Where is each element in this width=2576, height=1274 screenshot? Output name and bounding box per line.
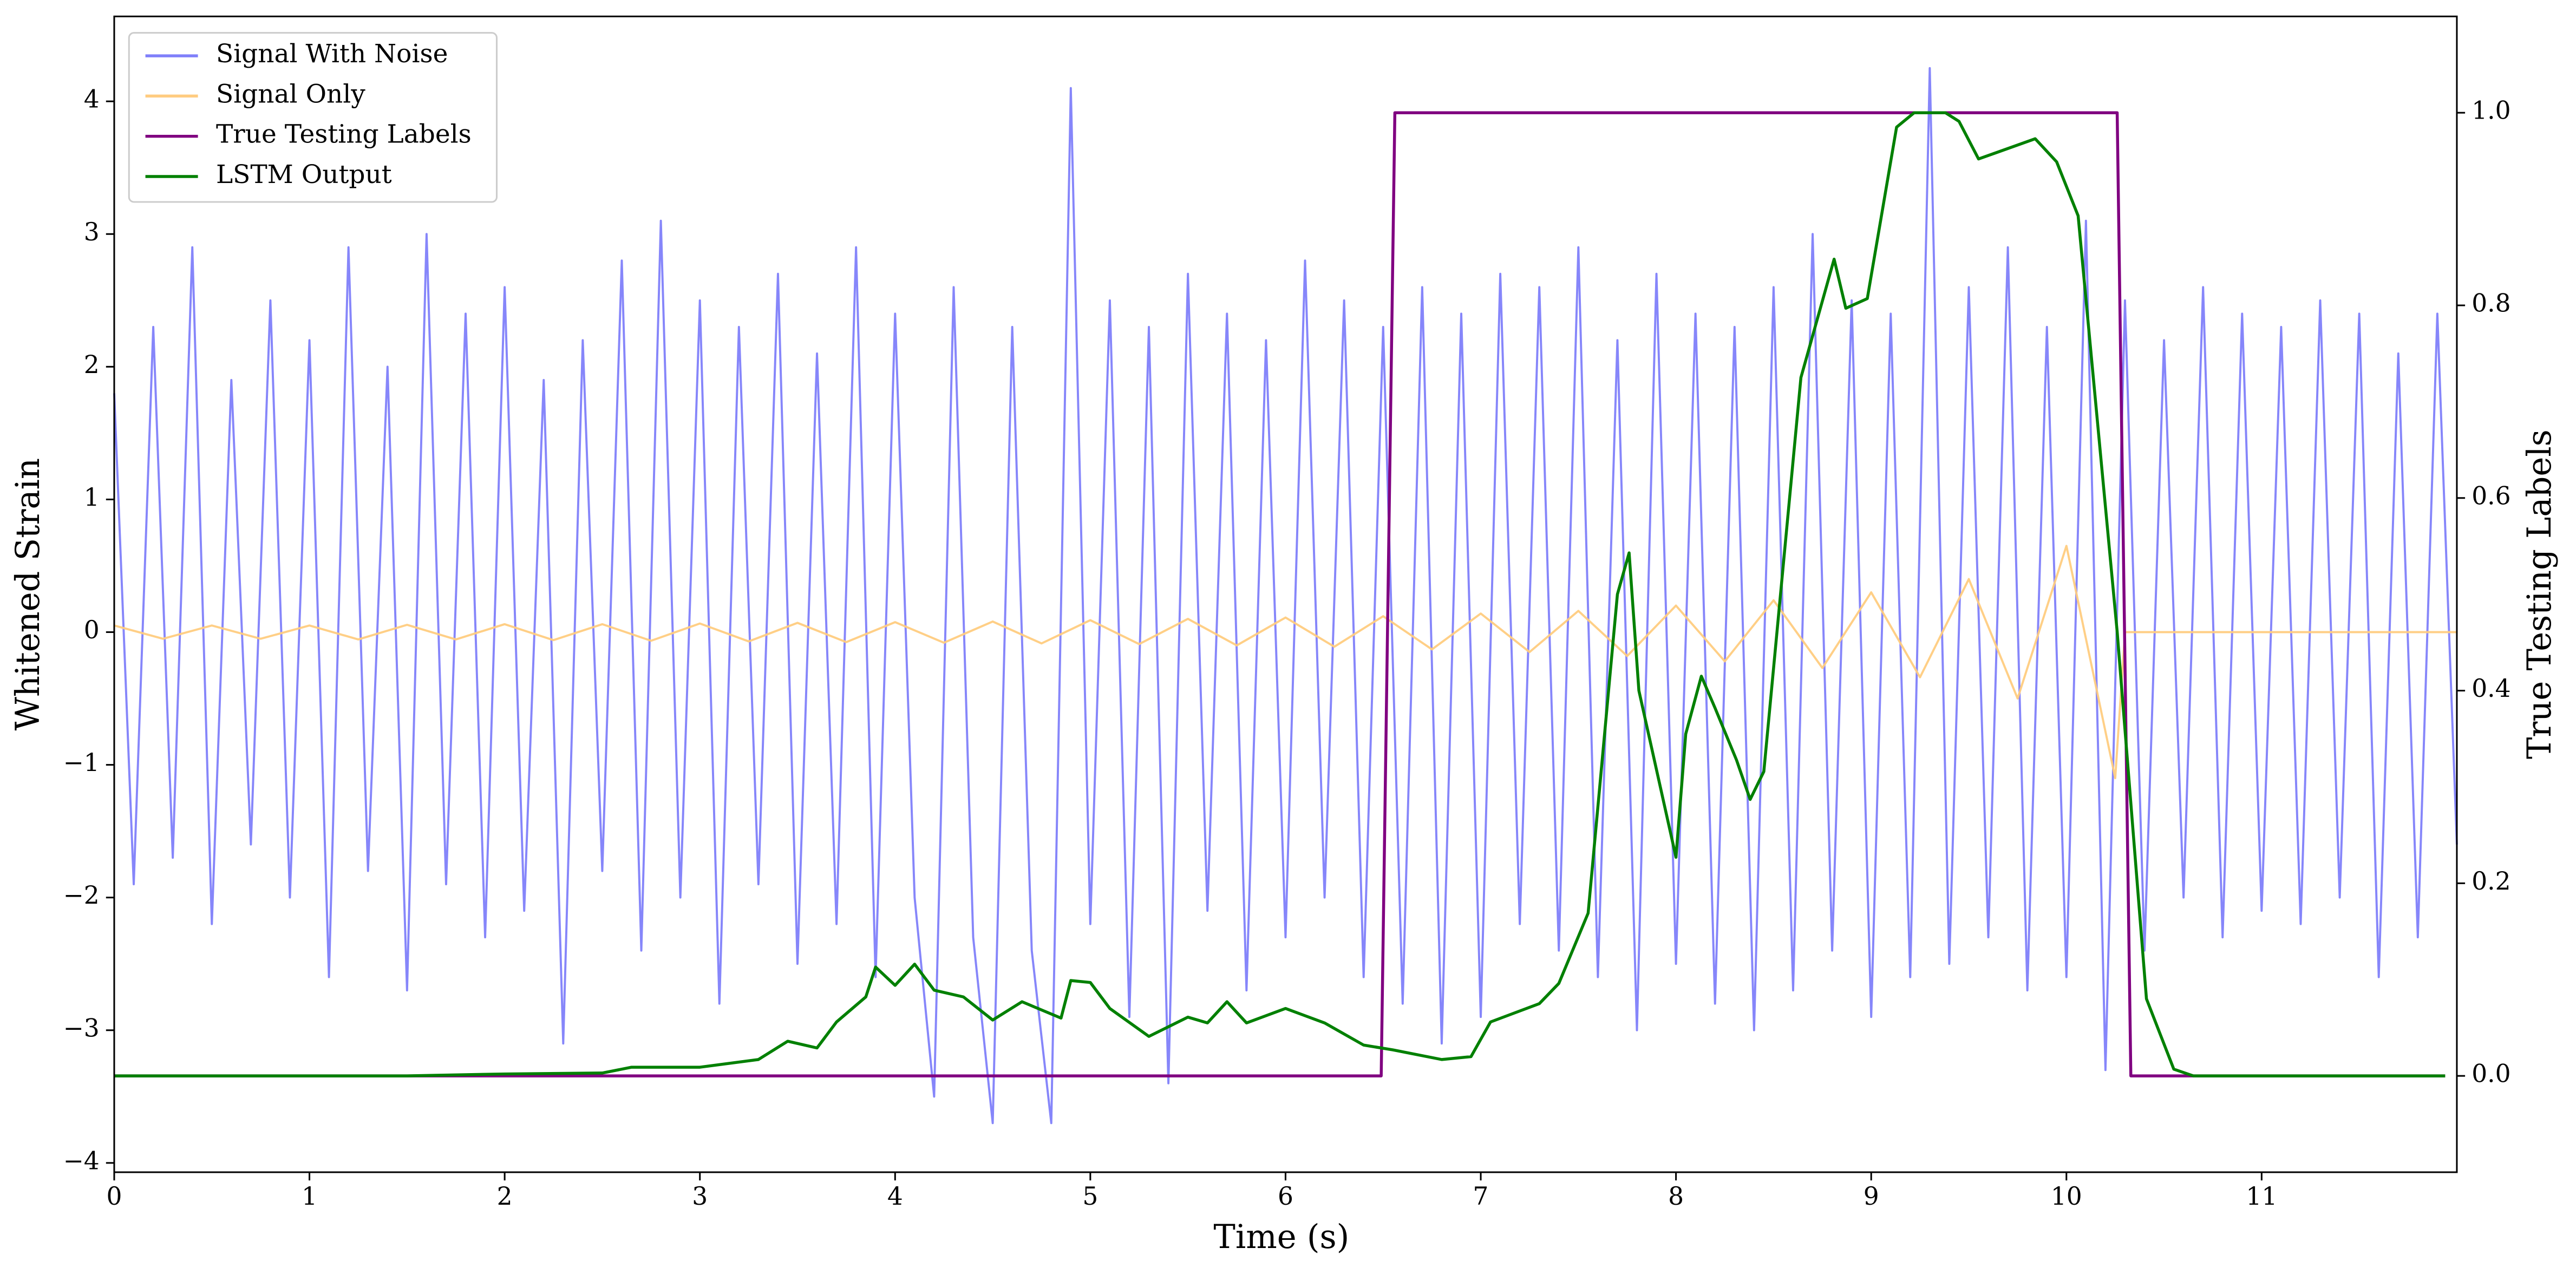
x-tick-label: 8	[1668, 1182, 1684, 1211]
y2-tick-label: 0.8	[2472, 289, 2510, 317]
y2-tick-label: 1.0	[2472, 96, 2510, 125]
y-tick-label: 1	[84, 483, 100, 512]
x-tick-label: 2	[497, 1182, 513, 1211]
x-tick-label: 5	[1082, 1182, 1098, 1211]
series-line	[114, 545, 2457, 780]
x-axis-label: Time (s)	[1213, 1218, 1349, 1256]
x-tick-label: 4	[887, 1182, 903, 1211]
y2-tick-label: 0.4	[2472, 674, 2510, 703]
y2-tick-label: 0.2	[2472, 867, 2510, 896]
x-tick-label: 11	[2246, 1182, 2277, 1211]
y2-axis-label: True Testing Labels	[2521, 429, 2559, 759]
x-tick-label: 6	[1278, 1182, 1293, 1211]
y-axis-label: Whitened Strain	[9, 458, 47, 730]
legend-label: Signal With Noise	[216, 39, 448, 69]
legend-box	[128, 32, 498, 203]
legend-label: Signal Only	[216, 79, 365, 109]
y-tick-label: 4	[84, 85, 100, 114]
y-tick-label: 0	[84, 616, 100, 644]
y-tick-label: −1	[63, 748, 100, 777]
x-tick-label: 7	[1473, 1182, 1489, 1211]
series-line	[114, 111, 2446, 1077]
x-tick-label: 3	[692, 1182, 708, 1211]
x-tick-label: 0	[106, 1182, 122, 1211]
series-line	[113, 67, 2458, 1125]
y2-tick-label: 0.6	[2472, 481, 2510, 510]
y-tick-label: 3	[84, 218, 100, 246]
legend-label: LSTM Output	[216, 160, 392, 190]
y-tick-label: 2	[84, 350, 100, 379]
x-tick-label: 9	[1864, 1182, 1879, 1211]
x-tick-label: 10	[2051, 1182, 2082, 1211]
plot-area	[113, 67, 2458, 1125]
legend-label: True Testing Labels	[216, 120, 472, 149]
series-line	[114, 111, 2446, 1077]
x-tick-label: 1	[302, 1182, 317, 1211]
y-tick-label: −2	[63, 881, 100, 910]
y-tick-label: −3	[63, 1014, 100, 1042]
y-tick-label: −4	[63, 1146, 100, 1175]
y2-tick-label: 0.0	[2472, 1060, 2510, 1088]
